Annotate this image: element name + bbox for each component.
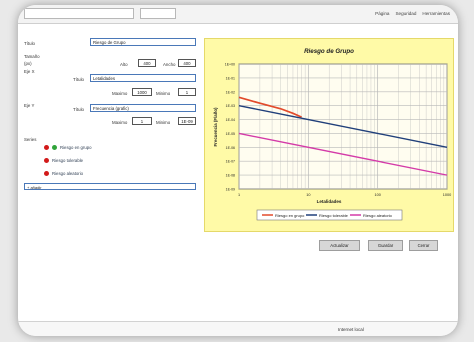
risk-chart: Riesgo de Grupo 1E+00 1E-01 1E-02 1E-03 1E-0… xyxy=(213,48,451,221)
y-min-label: Minimo xyxy=(156,120,171,125)
x-tick-label: 100 xyxy=(374,193,380,197)
size-unit-label: (px) xyxy=(24,61,32,66)
y-max-label: Maximo xyxy=(112,120,128,125)
menu-security[interactable]: Seguridad xyxy=(395,11,417,16)
series-row-tolerable-risk[interactable]: Riesgo tolerable xyxy=(44,158,83,163)
y-tick-label: 1E-06 xyxy=(226,146,235,150)
status-dot-icon xyxy=(44,171,49,176)
y-tick-label: 1E-04 xyxy=(226,118,235,122)
y-axis-label: Eje Y xyxy=(24,103,35,108)
size-label: Tamaño xyxy=(24,54,40,59)
chart-panel: Riesgo de Grupo 1E+00 1E-01 1E-02 1E-03 1E-0… xyxy=(204,38,454,232)
x-title-label: Título xyxy=(73,77,84,82)
y-title-label: Título xyxy=(73,107,84,112)
y-tick-label: 1E-09 xyxy=(226,188,235,192)
y-max-input[interactable]: 1 xyxy=(132,117,152,125)
x-min-input[interactable]: 1 xyxy=(178,88,196,96)
status-text: Internet local xyxy=(338,327,364,332)
height-label: Ancho xyxy=(163,62,176,67)
width-label: Alto xyxy=(120,62,128,67)
x-tick-label: 1 xyxy=(238,193,240,197)
update-button[interactable]: Actualizar xyxy=(319,240,360,251)
series-line-0 xyxy=(238,96,302,118)
series-row-group-risk[interactable]: Riesgo en grupo xyxy=(44,145,92,150)
editor-input[interactable]: + añadir xyxy=(24,183,196,190)
x-axis-label: Letalidades xyxy=(317,199,342,204)
height-input[interactable]: 400 xyxy=(178,59,196,67)
width-input[interactable]: 400 xyxy=(138,59,156,67)
status-bar: Internet local xyxy=(18,321,458,336)
y-axis-label: Frecuencia (F/año) xyxy=(213,107,218,147)
legend-label-random-risk: Riesgo aleatorio xyxy=(363,213,393,218)
browser-toolbar: Página Seguridad Herramientas xyxy=(18,5,458,24)
x-max-input[interactable]: 1000 xyxy=(132,88,152,96)
chart-grid xyxy=(238,63,448,190)
x-axis-ticks: 1 10 100 1000 xyxy=(238,193,451,197)
x-min-label: Minimo xyxy=(156,91,171,96)
application-window: Página Seguridad Herramientas Título Rie… xyxy=(18,5,458,336)
close-button[interactable]: Cerrar xyxy=(409,240,438,251)
secondary-tab[interactable] xyxy=(140,8,176,19)
x-tick-label: 1000 xyxy=(443,193,451,197)
y-tick-label: 1E-05 xyxy=(226,132,235,136)
status-dot-icon xyxy=(44,158,49,163)
y-tick-label: 1E+00 xyxy=(225,63,235,67)
series-label-group-risk: Riesgo en grupo xyxy=(60,145,92,150)
chart-legend: Riesgo en grupo Riesgo tolerable Riesgo … xyxy=(256,209,403,221)
title-input[interactable]: Riesgo de Grupo xyxy=(90,38,196,46)
legend-label-tolerable-risk: Riesgo tolerable xyxy=(319,213,349,218)
series-lines xyxy=(238,96,448,176)
x-tick-label: 10 xyxy=(306,193,310,197)
chart-title: Riesgo de Grupo xyxy=(304,48,354,55)
y-tick-label: 1E-02 xyxy=(226,90,235,94)
legend-box xyxy=(256,209,403,221)
y-tick-label: 1E-01 xyxy=(226,76,235,80)
series-label: Series xyxy=(24,137,37,142)
series-label-random-risk: Riesgo aleatorio xyxy=(52,171,84,176)
status-dot-icon xyxy=(52,145,57,150)
x-max-label: Maximo xyxy=(112,91,128,96)
y-tick-label: 1E-08 xyxy=(226,174,235,178)
legend-label-group-risk: Riesgo en grupo xyxy=(275,213,305,218)
browser-menu: Página Seguridad Herramientas xyxy=(375,11,450,16)
status-dot-icon xyxy=(44,145,49,150)
y-title-input[interactable]: Frecuencia (grafic) xyxy=(90,104,196,112)
series-row-random-risk[interactable]: Riesgo aleatorio xyxy=(44,171,83,176)
menu-page[interactable]: Página xyxy=(375,11,390,16)
address-tab[interactable] xyxy=(24,8,134,19)
y-axis-ticks: 1E+00 1E-01 1E-02 1E-03 1E-04 1E-05 1E-06 1E-07… xyxy=(225,63,235,192)
y-tick-label: 1E-03 xyxy=(226,104,235,108)
x-axis-label: Eje X xyxy=(24,69,35,74)
series-line-2 xyxy=(238,132,448,176)
title-label: Título xyxy=(24,41,35,46)
x-title-input[interactable]: Letalidades xyxy=(90,74,196,82)
y-min-input[interactable]: 1E-09 xyxy=(178,117,196,125)
menu-tools[interactable]: Herramientas xyxy=(422,11,450,16)
series-line-1 xyxy=(238,105,448,148)
save-button[interactable]: Guardar xyxy=(368,240,403,251)
y-tick-label: 1E-07 xyxy=(226,160,235,164)
series-label-tolerable-risk: Riesgo tolerable xyxy=(52,158,84,163)
